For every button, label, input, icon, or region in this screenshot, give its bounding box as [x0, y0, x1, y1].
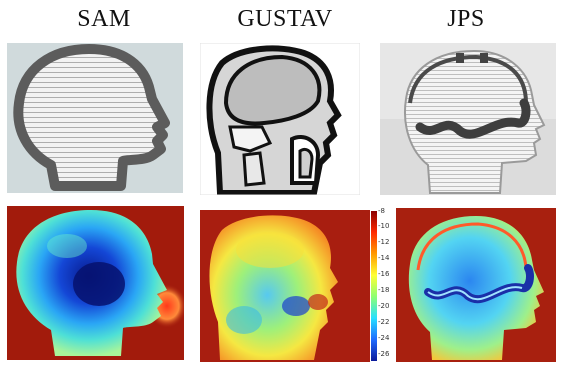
gustav-sar-heatmap	[200, 210, 370, 362]
colorbar-tick: -10	[378, 222, 390, 230]
sam-model-image	[7, 43, 183, 193]
colorbar-tick: -12	[378, 238, 390, 246]
colorbar-tick: -22	[378, 318, 390, 326]
jps-sar-heatmap	[396, 208, 556, 362]
colorbar	[371, 211, 377, 361]
colorbar-tick: -14	[378, 254, 390, 262]
sam-sar-heatmap	[7, 206, 184, 360]
colorbar-tick: -24	[378, 334, 390, 342]
label-sam: SAM	[77, 6, 131, 32]
colorbar-tick: -18	[378, 286, 390, 294]
colorbar-tick: -8	[378, 207, 385, 215]
label-gustav: GUSTAV	[237, 6, 333, 32]
colorbar-tick: -26	[378, 350, 390, 358]
jps-model-image	[380, 43, 556, 195]
colorbar-tick: -16	[378, 270, 390, 278]
gustav-model-image	[200, 43, 360, 195]
label-jps: JPS	[447, 6, 485, 32]
colorbar-tick: -20	[378, 302, 390, 310]
